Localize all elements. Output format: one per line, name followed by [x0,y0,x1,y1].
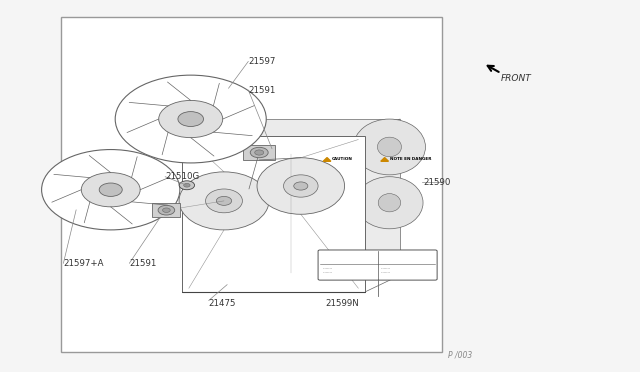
Ellipse shape [356,177,423,229]
Text: --------: -------- [381,266,391,270]
Bar [243,145,275,160]
Text: --------: -------- [323,271,333,275]
Ellipse shape [179,172,269,230]
Circle shape [158,205,175,215]
Ellipse shape [257,158,344,214]
Circle shape [294,182,308,190]
Text: CAUTION: CAUTION [332,157,353,161]
Circle shape [115,75,266,163]
Ellipse shape [378,193,401,212]
Text: --------: -------- [381,271,391,275]
Bar [182,136,365,292]
Circle shape [159,100,223,138]
Circle shape [81,173,140,207]
Text: --------: -------- [323,266,333,270]
Text: 21590: 21590 [424,178,451,187]
Circle shape [179,181,195,190]
Ellipse shape [353,119,426,175]
Bar [61,17,442,352]
FancyBboxPatch shape [318,250,437,280]
Ellipse shape [205,189,243,213]
Circle shape [255,150,264,155]
Text: 21510G: 21510G [165,172,200,181]
Circle shape [184,183,190,187]
Bar [152,203,180,217]
Bar [218,119,400,275]
Circle shape [250,147,268,158]
Circle shape [163,208,170,212]
Text: 21591: 21591 [129,259,157,268]
Ellipse shape [284,175,318,197]
Text: 21599N: 21599N [325,299,359,308]
Text: 21597+A: 21597+A [63,259,104,268]
Circle shape [99,183,122,196]
Ellipse shape [378,137,401,157]
Text: 21475: 21475 [209,299,236,308]
Circle shape [42,150,180,230]
Polygon shape [323,158,331,161]
Text: FRONT: FRONT [501,74,532,83]
Circle shape [216,196,232,205]
Text: P /003: P /003 [448,351,472,360]
Text: 21597: 21597 [248,57,276,66]
Polygon shape [381,158,388,161]
Text: NOTE EN DANGER: NOTE EN DANGER [390,157,431,161]
Text: 21591: 21591 [248,86,276,94]
Circle shape [178,112,204,126]
